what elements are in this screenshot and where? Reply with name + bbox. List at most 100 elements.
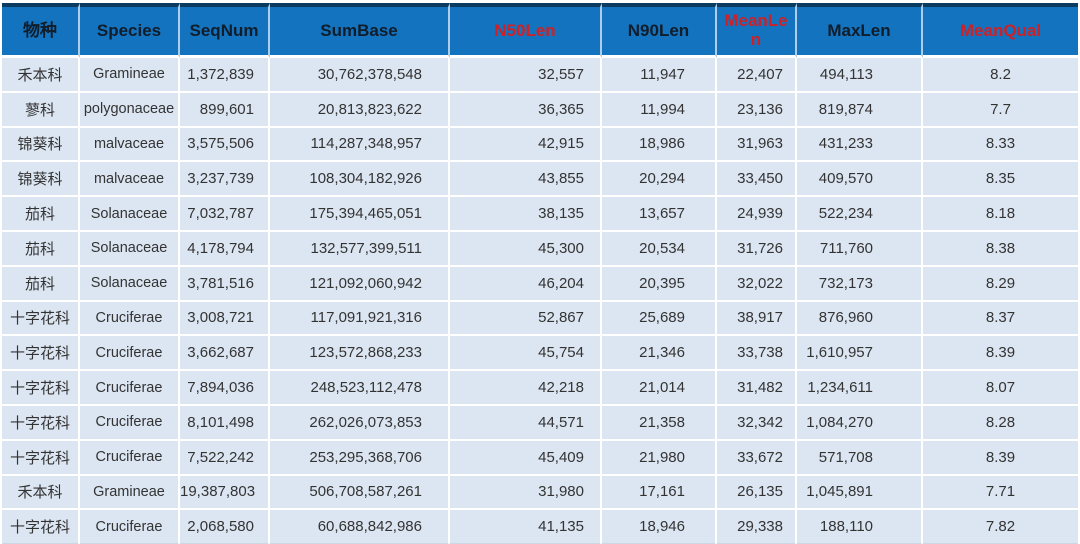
cell: 8.39 — [923, 336, 1078, 372]
cell: Gramineae — [80, 475, 180, 511]
cell: 21,346 — [602, 336, 717, 372]
cell: 31,726 — [717, 231, 797, 267]
column-header-n50len: N50Len — [450, 3, 602, 58]
cell: 3,781,516 — [180, 266, 270, 302]
cell: 24,939 — [717, 197, 797, 232]
table-row: 茄科 Solanaceae 7,032,787 175,394,465,051 38,1… — [2, 197, 1078, 232]
cell: 46,204 — [450, 266, 602, 302]
cell: 十字花科 — [2, 405, 80, 441]
cell: 8.35 — [923, 162, 1078, 198]
column-header-sumbase: SumBase — [270, 3, 450, 58]
cell: 十字花科 — [2, 336, 80, 372]
cell: 899,601 — [180, 92, 270, 128]
cell: 17,161 — [602, 475, 717, 511]
cell: 52,867 — [450, 301, 602, 337]
cell: 33,450 — [717, 162, 797, 198]
table-row: 蓼科 polygonaceae 899,601 20,813,823,622 36,36… — [2, 92, 1078, 128]
cell: 锦葵科 — [2, 127, 80, 163]
cell: 108,304,182,926 — [270, 162, 450, 198]
cell: 7.82 — [923, 510, 1078, 544]
cell: 18,946 — [602, 510, 717, 544]
cell: 60,688,842,986 — [270, 510, 450, 544]
cell: 3,575,506 — [180, 127, 270, 163]
cell: 7,894,036 — [180, 371, 270, 406]
cell: 1,234,611 — [797, 371, 923, 406]
cell: Cruciferae — [80, 301, 180, 337]
cell: 3,237,739 — [180, 162, 270, 198]
cell: 8.07 — [923, 371, 1078, 406]
cell: 蓼科 — [2, 92, 80, 128]
cell: 248,523,112,478 — [270, 371, 450, 406]
cell: 31,482 — [717, 371, 797, 406]
cell: 43,855 — [450, 162, 602, 198]
cell: 8.18 — [923, 197, 1078, 232]
cell: 茄科 — [2, 266, 80, 302]
cell: 18,986 — [602, 127, 717, 163]
cell: 8,101,498 — [180, 405, 270, 441]
cell: 188,110 — [797, 510, 923, 544]
cell: 494,113 — [797, 58, 923, 93]
column-header-meanlen: MeanLen — [717, 3, 797, 58]
cell: 20,813,823,622 — [270, 92, 450, 128]
table-header-row: 物种 Species SeqNum SumBase N50Len N90Len MeanLe… — [2, 3, 1078, 58]
cell: 茄科 — [2, 231, 80, 267]
cell: 20,294 — [602, 162, 717, 198]
cell: 32,557 — [450, 58, 602, 93]
cell: 431,233 — [797, 127, 923, 163]
cell: 26,135 — [717, 475, 797, 511]
cell: 11,994 — [602, 92, 717, 128]
cell: 8.33 — [923, 127, 1078, 163]
cell: 33,738 — [717, 336, 797, 372]
cell: 锦葵科 — [2, 162, 80, 198]
species-assembly-stats-table: 物种 Species SeqNum SumBase N50Len N90Len MeanLe… — [2, 3, 1078, 544]
cell: 13,657 — [602, 197, 717, 232]
cell: malvaceae — [80, 162, 180, 198]
cell: Cruciferae — [80, 510, 180, 544]
cell: 23,136 — [717, 92, 797, 128]
column-header-meanqual: MeanQual — [923, 3, 1078, 58]
cell: 十字花科 — [2, 510, 80, 544]
cell: 3,662,687 — [180, 336, 270, 372]
table-row: 十字花科 Cruciferae 3,008,721 117,091,921,316 52… — [2, 301, 1078, 337]
table-row: 茄科 Solanaceae 4,178,794 132,577,399,511 45,3… — [2, 231, 1078, 267]
table-row: 禾本科 Gramineae 1,372,839 30,762,378,548 32,55… — [2, 58, 1078, 93]
column-header-物种: 物种 — [2, 3, 80, 58]
cell: 1,372,839 — [180, 58, 270, 93]
cell: 7,032,787 — [180, 197, 270, 232]
cell: 8.39 — [923, 440, 1078, 476]
table-row: 十字花科 Cruciferae 8,101,498 262,026,073,853 44… — [2, 405, 1078, 441]
cell: 21,014 — [602, 371, 717, 406]
cell: 262,026,073,853 — [270, 405, 450, 441]
cell: 114,287,348,957 — [270, 127, 450, 163]
cell: 31,963 — [717, 127, 797, 163]
cell: 132,577,399,511 — [270, 231, 450, 267]
cell: malvaceae — [80, 127, 180, 163]
cell: 117,091,921,316 — [270, 301, 450, 337]
cell: 44,571 — [450, 405, 602, 441]
cell: 8.38 — [923, 231, 1078, 267]
cell: 38,135 — [450, 197, 602, 232]
cell: 1,084,270 — [797, 405, 923, 441]
cell: Solanaceae — [80, 266, 180, 302]
cell: Solanaceae — [80, 231, 180, 267]
cell: 29,338 — [717, 510, 797, 544]
cell: 45,754 — [450, 336, 602, 372]
cell: 30,762,378,548 — [270, 58, 450, 93]
cell: 38,917 — [717, 301, 797, 337]
cell: 8.2 — [923, 58, 1078, 93]
cell: 3,008,721 — [180, 301, 270, 337]
cell: 25,689 — [602, 301, 717, 337]
cell: 22,407 — [717, 58, 797, 93]
cell: 十字花科 — [2, 440, 80, 476]
cell: 33,672 — [717, 440, 797, 476]
table-row: 十字花科 Cruciferae 3,662,687 123,572,868,233 45… — [2, 336, 1078, 372]
cell: 123,572,868,233 — [270, 336, 450, 372]
cell: 7,522,242 — [180, 440, 270, 476]
cell: 8.29 — [923, 266, 1078, 302]
table-row: 锦葵科 malvaceae 3,575,506 114,287,348,957 42,9… — [2, 127, 1078, 163]
table-row: 十字花科 Cruciferae 7,522,242 253,295,368,706 45… — [2, 440, 1078, 476]
cell: 36,365 — [450, 92, 602, 128]
cell: 4,178,794 — [180, 231, 270, 267]
cell: 253,295,368,706 — [270, 440, 450, 476]
